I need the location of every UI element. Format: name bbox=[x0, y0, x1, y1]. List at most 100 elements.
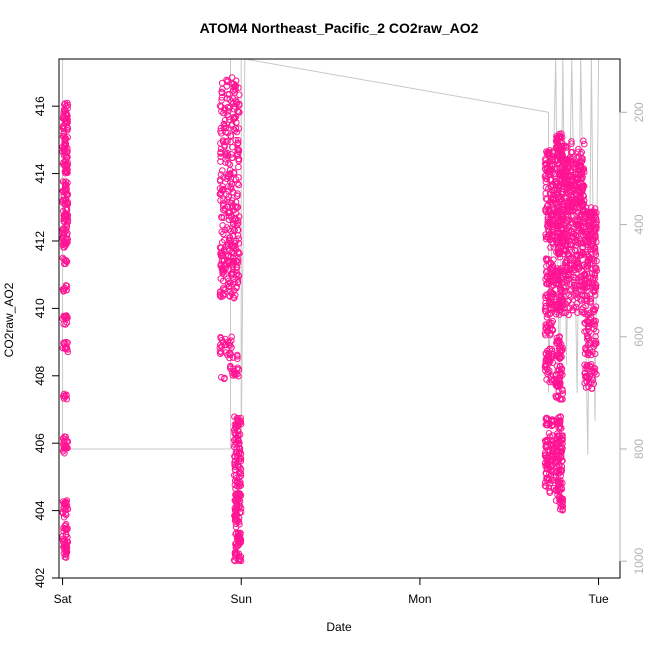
data-point bbox=[579, 191, 587, 199]
data-point bbox=[555, 383, 562, 390]
data-point bbox=[235, 163, 242, 171]
data-point bbox=[548, 345, 556, 353]
data-point bbox=[543, 280, 551, 288]
data-point bbox=[546, 273, 554, 281]
data-point bbox=[63, 162, 71, 169]
data-point bbox=[220, 290, 227, 298]
data-point bbox=[235, 102, 243, 109]
data-point bbox=[237, 531, 244, 538]
data-point bbox=[570, 273, 578, 281]
data-point bbox=[60, 445, 68, 453]
data-point bbox=[224, 137, 231, 145]
data-point bbox=[235, 417, 243, 425]
data-point bbox=[542, 438, 550, 445]
data-point bbox=[587, 299, 594, 306]
data-point bbox=[232, 523, 240, 531]
data-point bbox=[59, 229, 67, 236]
data-point bbox=[543, 168, 551, 176]
data-point bbox=[542, 155, 549, 163]
data-point bbox=[574, 220, 581, 228]
data-point bbox=[225, 183, 232, 190]
data-point bbox=[218, 94, 226, 101]
data-point bbox=[63, 391, 70, 399]
data-point bbox=[221, 117, 229, 124]
data-points bbox=[59, 74, 601, 565]
data-point bbox=[582, 272, 589, 280]
data-point bbox=[579, 185, 587, 193]
data-point bbox=[542, 479, 549, 486]
data-point bbox=[235, 213, 243, 220]
data-point bbox=[558, 443, 566, 450]
data-point bbox=[587, 313, 595, 321]
data-point bbox=[542, 357, 550, 365]
data-point bbox=[216, 348, 224, 355]
data-point bbox=[234, 355, 241, 363]
data-point bbox=[546, 357, 553, 364]
data-point bbox=[234, 107, 241, 115]
data-point bbox=[555, 392, 562, 400]
data-point bbox=[60, 513, 68, 521]
y-tick-label: 406 bbox=[33, 433, 47, 453]
data-point bbox=[64, 153, 71, 161]
data-point bbox=[62, 502, 70, 510]
data-point bbox=[587, 361, 595, 368]
data-point bbox=[62, 525, 69, 533]
data-point bbox=[59, 532, 66, 540]
data-point bbox=[63, 223, 70, 230]
data-point bbox=[230, 80, 238, 88]
data-point bbox=[565, 213, 572, 220]
data-point bbox=[229, 365, 237, 373]
data-point bbox=[229, 216, 236, 223]
data-point bbox=[562, 263, 569, 271]
data-point bbox=[64, 105, 71, 112]
data-point bbox=[232, 430, 240, 438]
data-point bbox=[590, 274, 597, 281]
data-point bbox=[236, 91, 243, 99]
data-point bbox=[543, 414, 550, 422]
data-point bbox=[60, 239, 68, 247]
data-point bbox=[62, 196, 70, 203]
data-point bbox=[591, 306, 599, 313]
data-point bbox=[229, 268, 236, 276]
data-point bbox=[232, 291, 239, 299]
data-point bbox=[555, 182, 563, 190]
data-point bbox=[569, 212, 577, 219]
data-point bbox=[231, 551, 239, 559]
x-tick-label: Mon bbox=[408, 592, 431, 606]
data-point bbox=[559, 371, 566, 379]
data-point bbox=[232, 204, 240, 211]
data-point bbox=[572, 218, 579, 226]
data-point bbox=[554, 367, 562, 374]
data-point bbox=[580, 168, 588, 176]
data-point bbox=[60, 288, 67, 295]
data-point bbox=[545, 255, 552, 263]
data-point bbox=[574, 171, 582, 178]
data-point bbox=[233, 264, 240, 271]
data-point bbox=[574, 309, 581, 317]
data-point bbox=[560, 203, 567, 211]
data-point bbox=[236, 444, 244, 452]
data-point bbox=[579, 183, 587, 190]
data-point bbox=[573, 264, 581, 271]
data-point bbox=[584, 263, 592, 270]
data-point bbox=[234, 463, 242, 470]
data-point bbox=[235, 483, 243, 490]
data-point bbox=[563, 177, 571, 185]
chart-title: ATOM4 Northeast_Pacific_2 CO2raw_AO2 bbox=[200, 20, 479, 36]
data-point bbox=[553, 418, 561, 426]
data-point bbox=[63, 286, 70, 294]
data-point bbox=[571, 234, 578, 242]
data-point bbox=[568, 241, 576, 249]
data-point bbox=[219, 266, 226, 274]
data-point bbox=[546, 190, 554, 197]
data-point bbox=[575, 228, 582, 235]
data-point bbox=[541, 165, 549, 172]
data-point bbox=[575, 240, 583, 247]
data-point bbox=[552, 371, 560, 379]
data-point bbox=[235, 550, 243, 558]
data-point bbox=[230, 170, 238, 177]
data-point bbox=[546, 216, 554, 223]
data-point bbox=[63, 110, 70, 117]
data-point bbox=[64, 218, 71, 226]
